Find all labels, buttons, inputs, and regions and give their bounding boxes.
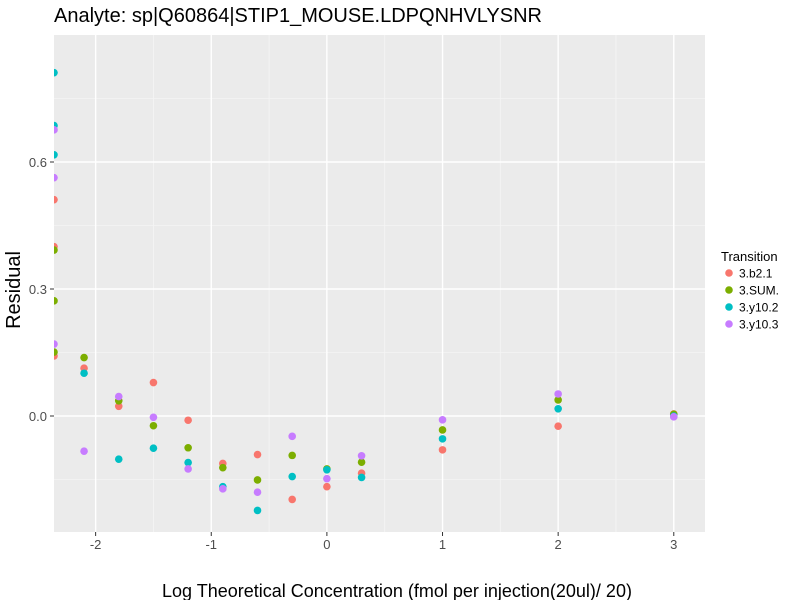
legend-label: 3.y10.3 <box>739 318 779 332</box>
data-point <box>184 416 192 425</box>
data-point <box>149 378 158 387</box>
axes: -2 -1 0 1 2 3 0.0 0.3 0.6 <box>29 155 677 552</box>
data-point <box>54 297 58 305</box>
data-point <box>54 340 58 348</box>
legend-key <box>725 286 733 294</box>
y-axis-label: Residual <box>3 251 25 329</box>
data-point <box>323 465 331 474</box>
y-tick-label: 0.6 <box>29 155 47 170</box>
plot-panel <box>54 35 705 532</box>
y-tick-label: 0.0 <box>29 409 47 424</box>
x-axis-label: Log Theoretical Concentration (fmol per … <box>162 581 632 600</box>
data-point <box>554 396 562 404</box>
data-point <box>357 451 366 460</box>
data-point <box>323 474 331 483</box>
data-point <box>184 443 192 452</box>
legend-key <box>725 269 733 277</box>
data-point <box>253 450 262 459</box>
data-point <box>54 195 58 204</box>
legend-key <box>725 320 733 328</box>
legend-title: Transition <box>721 249 778 264</box>
data-point <box>554 405 562 413</box>
data-point <box>184 465 192 473</box>
data-point <box>149 413 158 422</box>
data-point <box>357 458 366 466</box>
data-point <box>54 151 58 159</box>
chart-title: Analyte: sp|Q60864|STIP1_MOUSE.LDPQNHVLY… <box>54 5 542 27</box>
data-point <box>54 126 58 134</box>
data-point <box>288 472 296 481</box>
data-point <box>219 463 227 472</box>
data-point <box>149 444 158 452</box>
data-point <box>54 246 58 254</box>
x-tick-label: 3 <box>670 537 677 552</box>
x-tick-label: 1 <box>439 537 446 552</box>
data-point <box>253 506 262 515</box>
data-point <box>554 422 562 430</box>
data-point <box>438 426 447 434</box>
data-point <box>438 446 447 454</box>
data-point <box>80 369 88 378</box>
data-point <box>80 447 88 455</box>
legend-label: 3.SUM. <box>739 284 779 298</box>
data-point <box>438 416 447 424</box>
data-point <box>669 413 678 421</box>
data-point <box>114 455 123 463</box>
data-point <box>149 421 158 430</box>
data-point <box>323 482 331 491</box>
y-tick-label: 0.3 <box>29 282 47 297</box>
data-point <box>184 458 192 467</box>
data-point <box>114 392 123 401</box>
x-tick-label: -1 <box>205 537 217 552</box>
x-tick-label: 2 <box>555 537 562 552</box>
data-point <box>54 173 58 182</box>
x-tick-label: -2 <box>90 537 102 552</box>
data-point <box>357 473 366 482</box>
data-point <box>114 402 123 411</box>
data-point <box>54 348 58 356</box>
legend-label: 3.b2.1 <box>739 267 773 281</box>
data-point <box>438 435 447 443</box>
x-tick-label: 0 <box>323 537 330 552</box>
data-point <box>219 485 227 493</box>
data-point <box>80 353 88 362</box>
data-point <box>54 68 58 77</box>
data-point <box>253 488 262 497</box>
data-points <box>54 68 678 515</box>
data-point <box>288 495 296 504</box>
data-point <box>554 390 562 398</box>
legend-label: 3.y10.2 <box>739 301 779 315</box>
legend: Transition 3.b2.1 3.SUM. 3.y10.2 3.y10.3 <box>721 249 779 332</box>
data-point <box>253 476 262 484</box>
data-point <box>288 451 296 460</box>
data-point <box>288 432 296 441</box>
legend-key <box>725 303 733 311</box>
